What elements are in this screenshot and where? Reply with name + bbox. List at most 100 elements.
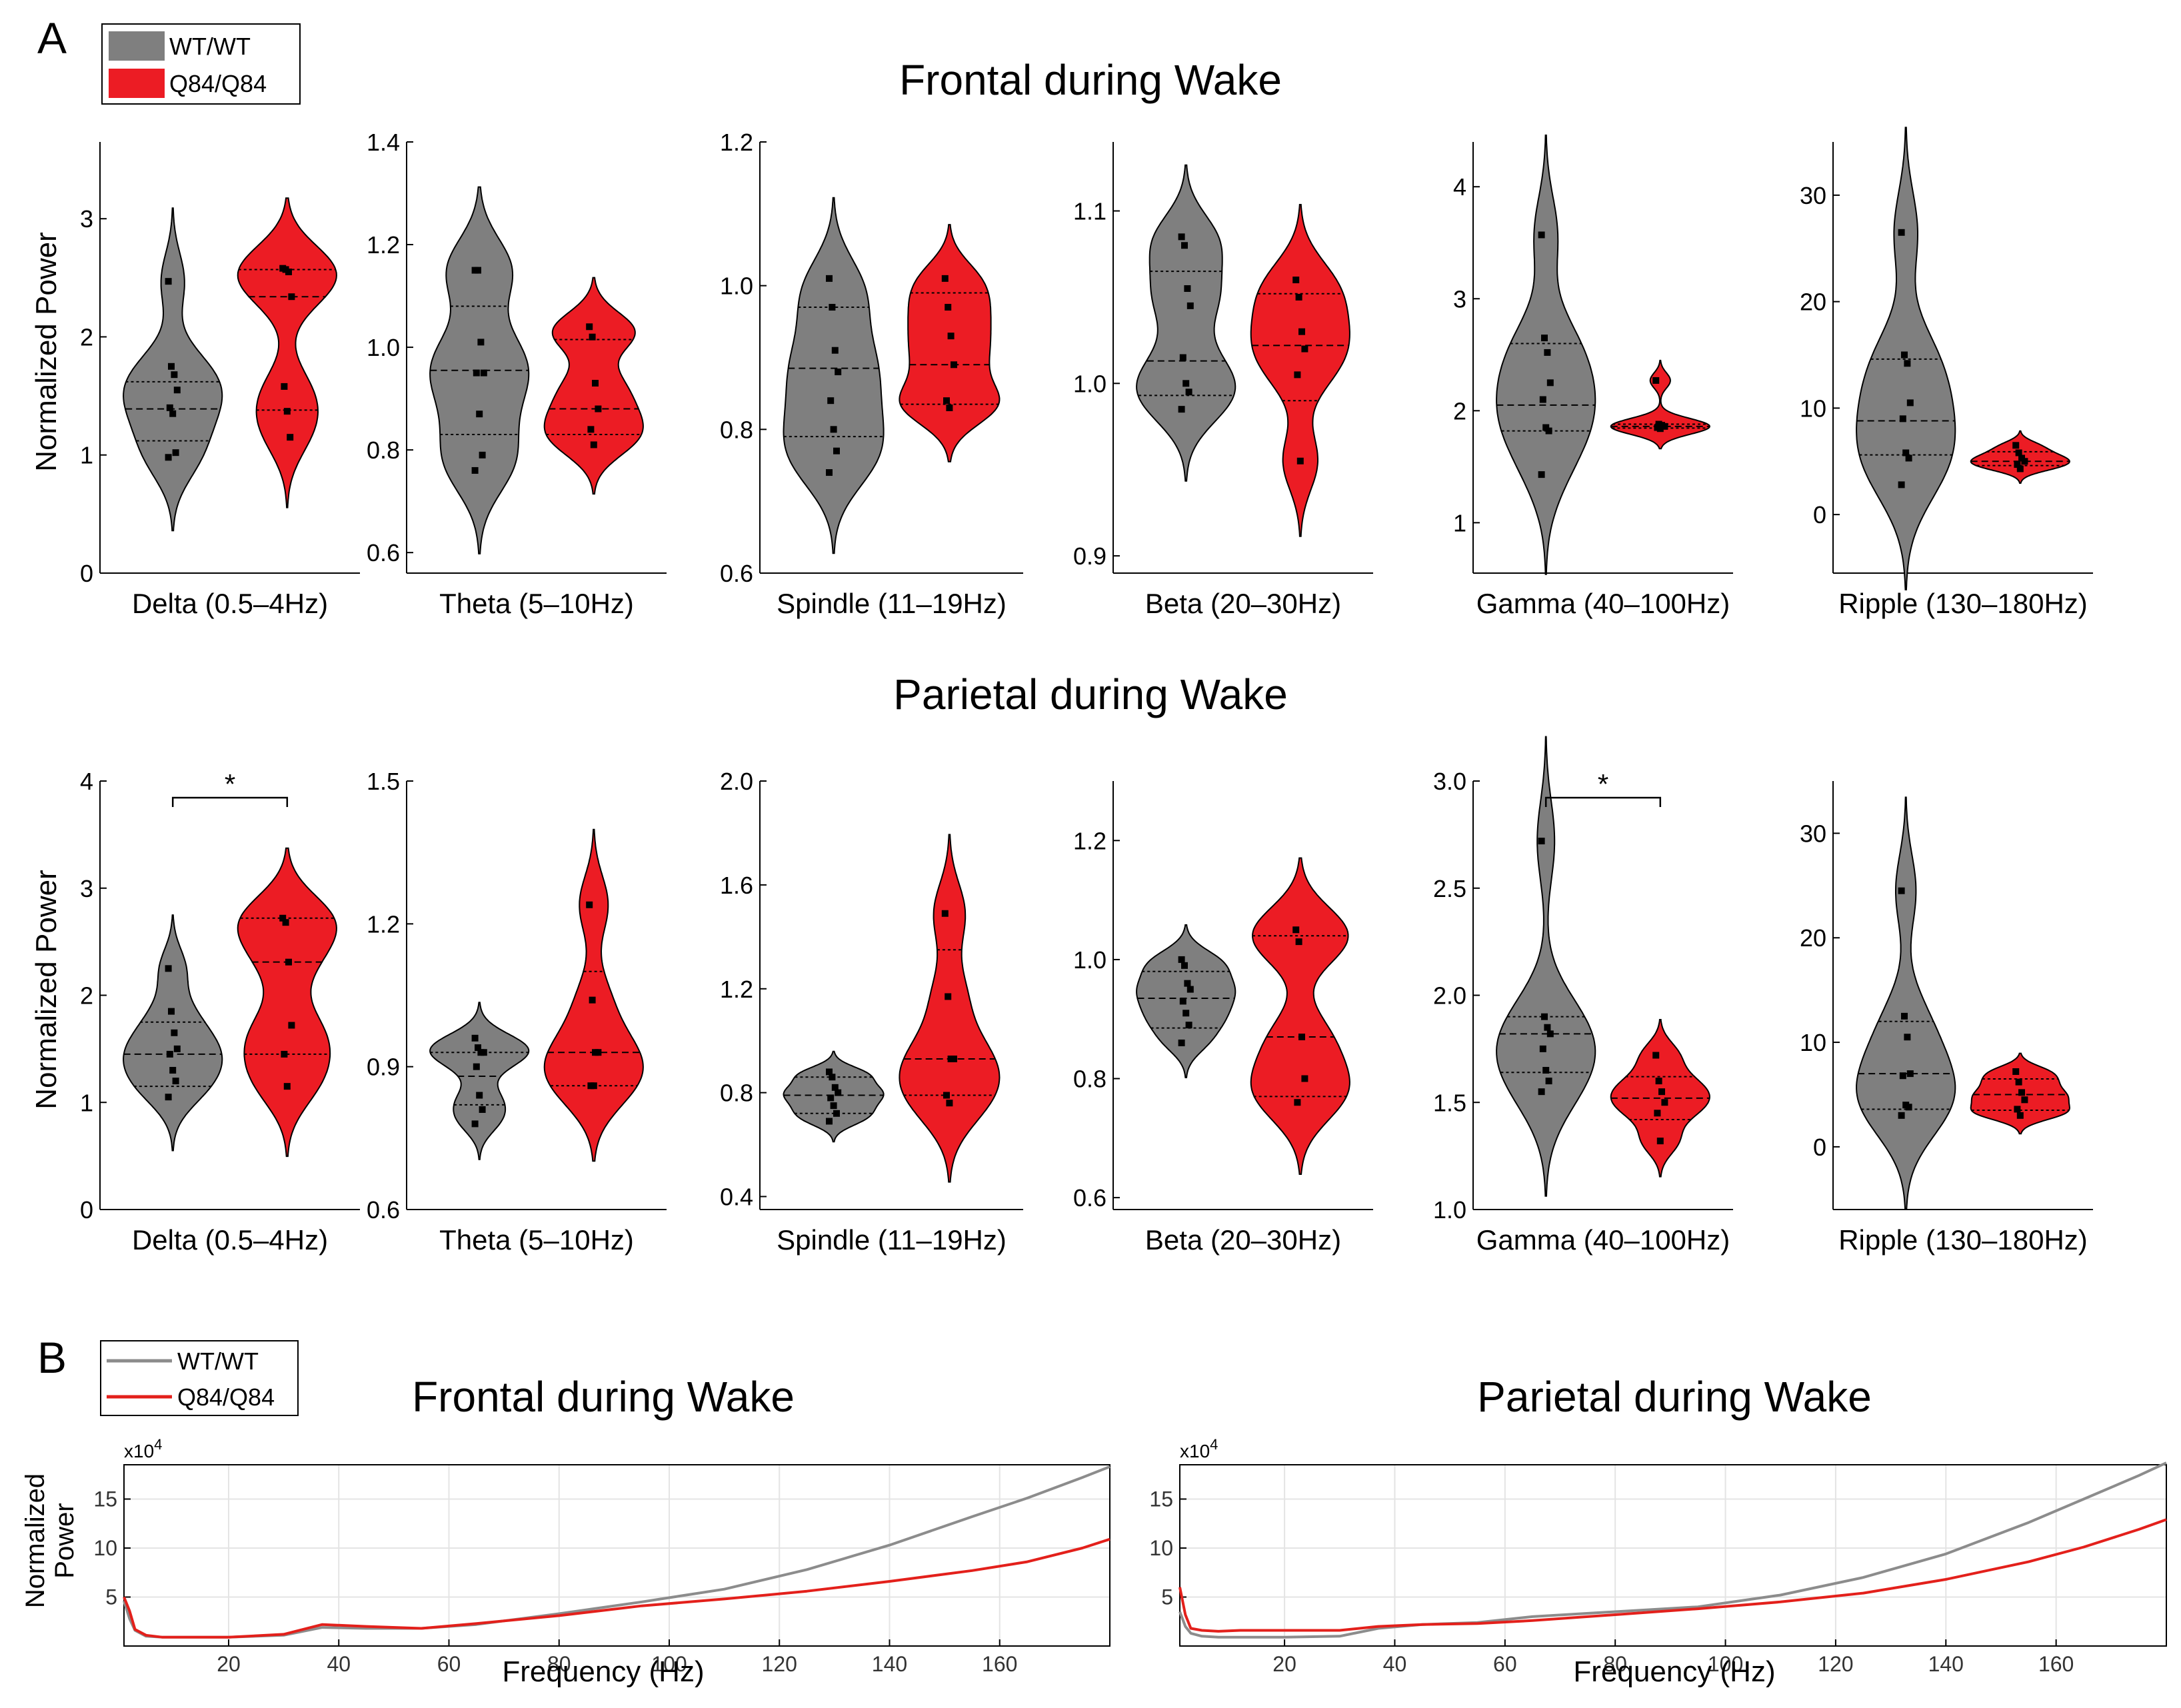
data-point xyxy=(282,919,289,926)
data-point xyxy=(590,441,597,448)
row-ylabel-frontal: Normalized Power xyxy=(30,232,63,471)
data-point xyxy=(1301,1075,1308,1082)
violin-wt xyxy=(1856,127,1956,590)
spectrum-title: Frontal during Wake xyxy=(412,1373,795,1421)
data-point xyxy=(480,369,487,377)
data-point xyxy=(173,1045,181,1052)
x-axis-label: Theta (5–10Hz) xyxy=(439,588,634,619)
y-tick-label: 0 xyxy=(1813,501,1826,528)
row-ylabel-parietal: Normalized Power xyxy=(30,870,63,1109)
y-tick-label: 3 xyxy=(80,205,93,233)
data-point xyxy=(166,404,173,411)
data-point xyxy=(1541,335,1548,342)
y-tick-label: 1 xyxy=(1453,509,1466,536)
data-point xyxy=(1654,1110,1661,1117)
data-point xyxy=(168,363,175,370)
data-point xyxy=(1652,1052,1660,1059)
data-point xyxy=(2014,461,2021,468)
data-point xyxy=(165,965,172,972)
data-point xyxy=(941,910,949,917)
violin-q84 xyxy=(237,197,337,508)
y-tick-label: 2.5 xyxy=(1433,875,1466,902)
data-point xyxy=(595,1049,602,1056)
y-tick-label: 1.2 xyxy=(720,976,753,1003)
data-point xyxy=(2015,1078,2022,1086)
x-tick-label: 20 xyxy=(1272,1652,1296,1676)
y-tick-label: 2 xyxy=(1453,397,1466,425)
spectrum-xlabel: Frequency (Hz) xyxy=(1573,1655,1775,1688)
x-tick-label: 160 xyxy=(982,1652,1017,1676)
data-point xyxy=(165,278,172,285)
data-point xyxy=(1538,1088,1545,1096)
y-tick-label: 0.6 xyxy=(367,539,400,566)
data-point xyxy=(2018,1089,2025,1096)
y-tick-label: 4 xyxy=(1453,173,1466,201)
data-point xyxy=(835,369,842,376)
y-tick-label: 1 xyxy=(80,1089,93,1116)
exponent-label: x104 xyxy=(124,1436,162,1461)
data-point xyxy=(171,371,178,379)
violin-q84 xyxy=(237,847,337,1158)
y-tick-label: 0.6 xyxy=(1073,1184,1106,1212)
data-point xyxy=(1295,938,1302,946)
data-point xyxy=(479,1106,486,1113)
x-tick-label: 20 xyxy=(217,1652,241,1676)
data-point xyxy=(1184,285,1191,292)
significance-star: * xyxy=(1598,768,1608,800)
y-tick-label: 0.6 xyxy=(367,1196,400,1224)
x-tick-label: 140 xyxy=(1928,1652,1964,1676)
y-tick-label: 15 xyxy=(93,1487,117,1511)
y-tick-label: 1.0 xyxy=(1433,1196,1466,1224)
panel-a-label: A xyxy=(37,13,67,63)
y-tick-label: 3 xyxy=(1453,285,1466,313)
y-tick-label: 0.4 xyxy=(720,1184,753,1211)
data-point xyxy=(471,1120,479,1128)
data-point xyxy=(1179,354,1186,361)
x-tick-label: 40 xyxy=(327,1652,351,1676)
data-point xyxy=(1181,962,1188,969)
x-tick-label: 40 xyxy=(1383,1652,1407,1676)
spectrum-chart-parietal: Parietal during Wake x104 20 40 60 80 100 120… xyxy=(1149,1373,2167,1688)
violin-wt xyxy=(1496,736,1596,1197)
y-tick-label: 0.8 xyxy=(720,416,753,443)
y-tick-label: 1.0 xyxy=(1073,946,1106,974)
y-tick-label: 2 xyxy=(80,982,93,1010)
violin-wt xyxy=(1856,796,1956,1210)
data-point xyxy=(826,1118,833,1125)
x-axis-label: Delta (0.5–4Hz) xyxy=(132,1224,328,1256)
data-point xyxy=(945,993,952,1000)
data-point xyxy=(1906,399,1914,407)
y-tick-label: 0.6 xyxy=(720,560,753,587)
x-tick-label: 100 xyxy=(651,1652,687,1676)
data-point xyxy=(1904,360,1911,367)
data-point xyxy=(1178,1039,1185,1046)
data-point xyxy=(1546,379,1554,387)
data-point xyxy=(1901,351,1908,359)
y-tick-label: 1.2 xyxy=(720,129,753,156)
row-title-frontal: Frontal during Wake xyxy=(899,56,1282,104)
y-tick-label: 3 xyxy=(80,875,93,902)
data-point xyxy=(589,333,596,341)
violin-chart: 0.9 1.0 1.1 Beta (20–30Hz) xyxy=(1073,142,1373,619)
violin-wt xyxy=(1136,164,1236,482)
row-title-parietal: Parietal during Wake xyxy=(893,670,1288,718)
y-tick-label: 4 xyxy=(80,768,93,795)
data-point xyxy=(281,1050,288,1058)
data-point xyxy=(1898,229,1905,236)
data-point xyxy=(1658,1088,1665,1096)
y-tick-label: 1.2 xyxy=(367,910,400,938)
significance-bracket xyxy=(1544,796,1662,807)
x-axis-label: Beta (20–30Hz) xyxy=(1145,588,1341,619)
y-tick-label: 1.4 xyxy=(367,129,400,156)
data-point xyxy=(172,1078,179,1085)
data-point xyxy=(826,1068,833,1076)
violin-chart: 0 1 2 3 4 Delta (0.5–4Hz) * xyxy=(80,768,360,1256)
violin-q84 xyxy=(543,828,644,1162)
data-point xyxy=(2015,449,2022,456)
y-tick-label: 10 xyxy=(1149,1536,1173,1560)
violin-q84 xyxy=(899,224,1001,462)
data-point xyxy=(1656,1138,1664,1145)
data-point xyxy=(945,304,952,311)
legend-label-q84: Q84/Q84 xyxy=(169,70,267,97)
data-point xyxy=(830,426,837,433)
